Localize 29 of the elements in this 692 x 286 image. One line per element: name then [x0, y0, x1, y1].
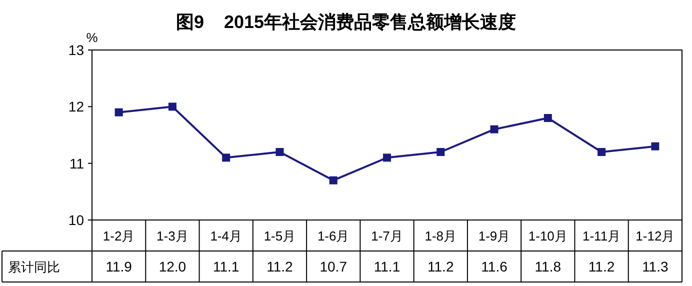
ytick: 13 — [68, 42, 84, 58]
xtick: 1-3月 — [156, 228, 188, 244]
data-label: 12.0 — [158, 258, 186, 274]
xtick: 1-9月 — [478, 228, 510, 244]
data-label: 11.2 — [588, 258, 615, 274]
title: 图9 2015年社会消费品零售总额增长速度 — [176, 12, 516, 32]
xtick: 1-8月 — [424, 228, 457, 244]
data-label: 11.8 — [534, 258, 562, 274]
xtick: 1-10月 — [528, 228, 568, 244]
data-label: 11.9 — [106, 258, 132, 274]
data-label: 11.6 — [481, 258, 508, 274]
data-label: 11.1 — [374, 258, 400, 274]
ylabel: % — [86, 30, 98, 45]
ytick: 12 — [68, 98, 84, 115]
ytick: 11 — [69, 155, 84, 172]
ytick: 10 — [68, 212, 84, 228]
xtick: 1-11月 — [582, 228, 621, 244]
xtick: 1-4月 — [210, 228, 242, 244]
data-label: 11.3 — [642, 258, 668, 274]
data-label: 10.7 — [320, 258, 347, 274]
data-label: 11.2 — [428, 258, 454, 274]
xtick: 1-7月 — [371, 228, 403, 244]
xtick: 1-5月 — [264, 228, 296, 244]
data-label: 11.1 — [212, 258, 240, 274]
xtick: 1-12月 — [636, 228, 675, 244]
row-label: 累计同比 — [8, 260, 60, 274]
xtick: 1-2月 — [102, 228, 135, 244]
data-label: 11.2 — [266, 258, 293, 274]
xtick: 1-6月 — [317, 228, 350, 244]
